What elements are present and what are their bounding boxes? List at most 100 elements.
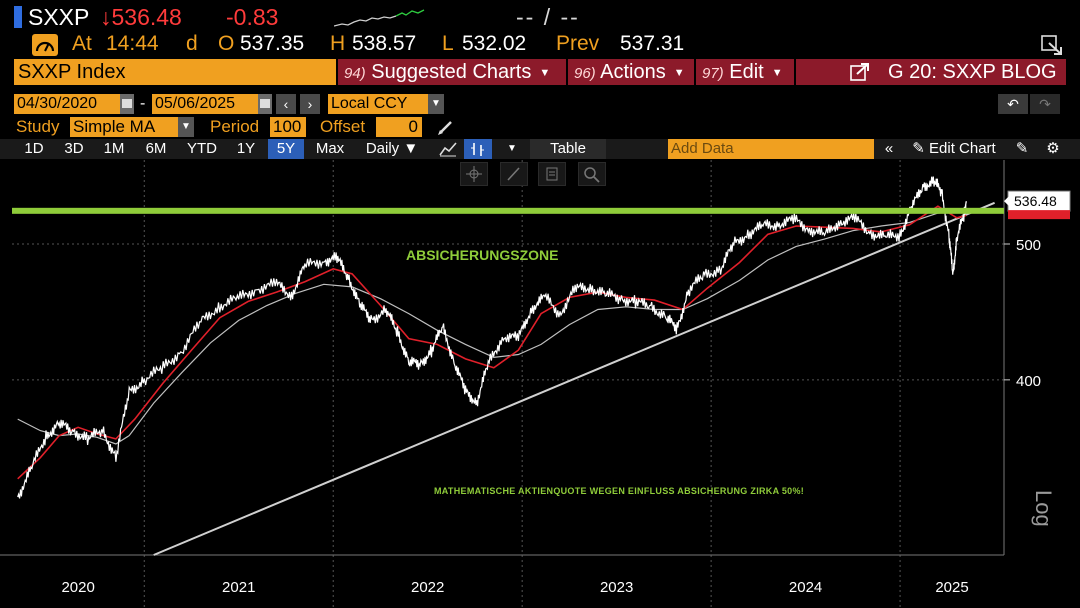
period-6m-button[interactable]: 6M	[145, 140, 167, 157]
low-value: 532.02	[462, 32, 527, 55]
add-data-input[interactable]: Add Data	[668, 139, 874, 159]
prev-value: 537.31	[620, 32, 685, 55]
period-label: Period	[210, 117, 260, 136]
menu-bar: SXXP Index 94) Suggested Charts ▼ 96) Act…	[0, 59, 1080, 85]
zone-label: ABSICHERUNGSZONE	[406, 247, 558, 263]
chart-gridlines	[12, 160, 1004, 608]
period-1y-button[interactable]: 1Y	[236, 140, 256, 157]
edit-menu[interactable]: 97) Edit ▼	[696, 59, 794, 85]
line-chart-icon[interactable]	[434, 139, 462, 159]
chart-type-dropdown-icon[interactable]: ▼	[507, 143, 517, 154]
actions-menu[interactable]: 96) Actions ▼	[568, 59, 694, 85]
bid-ask-placeholder: -- / --	[516, 4, 580, 30]
launch-icon	[850, 63, 869, 81]
last-price-tag: 536.48	[1004, 190, 1071, 220]
date-separator: -	[140, 95, 146, 112]
prev-label: Prev	[556, 32, 600, 55]
price-change: -0.83	[226, 4, 279, 30]
at-label: At	[72, 32, 92, 55]
x-tick-label: 2024	[789, 579, 822, 596]
redo-button[interactable]: ↷	[1030, 94, 1060, 114]
high-label: H	[330, 32, 346, 55]
low-label: L	[442, 32, 454, 55]
open-label: O	[218, 32, 235, 55]
ticker-row: SXXP ↓536.48 -0.83 -- / --	[0, 2, 1080, 32]
table-button[interactable]: Table	[530, 139, 606, 159]
zoom-icon[interactable]	[578, 162, 606, 186]
start-date-field[interactable]: 04/30/2020	[14, 94, 120, 114]
study-label: Study	[16, 117, 60, 136]
annotate-icon[interactable]: ✎	[1015, 140, 1029, 157]
equity-quota-note: MATHEMATISCHE AKTIENQUOTE WEGEN EINFLUSS…	[434, 486, 804, 496]
caret-down-icon: ▼	[771, 66, 783, 79]
period-max-button[interactable]: Max	[315, 140, 345, 157]
study-select[interactable]: Simple MA	[70, 117, 178, 137]
security-title[interactable]: SXXP Index	[14, 59, 336, 85]
collapse-icon[interactable]: «	[884, 140, 894, 157]
price-series	[17, 176, 967, 499]
x-tick-label: 2022	[411, 579, 444, 596]
suggested-charts-number: 94)	[344, 65, 366, 82]
y-tick-label: 400	[1016, 373, 1041, 390]
offset-input[interactable]: 0	[376, 117, 422, 137]
notes-icon[interactable]	[538, 162, 566, 186]
gear-icon[interactable]: ⚙	[1046, 140, 1060, 157]
edit-number: 97)	[702, 65, 724, 82]
currency-select[interactable]: Local CCY	[328, 94, 428, 114]
edit-chart-label: Edit Chart	[929, 140, 996, 157]
edit-label: Edit	[729, 61, 764, 83]
period-input[interactable]: 100	[270, 117, 306, 137]
quote-d: d	[186, 32, 198, 55]
undo-button[interactable]: ↶	[998, 94, 1028, 114]
export-icon[interactable]	[1040, 34, 1064, 56]
price-chart[interactable]: ABSICHERUNGSZONE MATHEMATISCHE AKTIENQUO…	[0, 160, 1080, 608]
calendar-icon[interactable]	[258, 94, 272, 114]
security-color-marker	[14, 6, 22, 28]
bar-chart-icon[interactable]	[464, 139, 492, 159]
high-value: 538.57	[352, 32, 417, 55]
period-1m-button[interactable]: 1M	[103, 140, 125, 157]
chart-toolbar: 1D 3D 1M 6M YTD 1Y 5Y Max Daily ▼ ▼ Tabl…	[0, 139, 1080, 159]
caret-down-icon: ▼	[539, 66, 551, 79]
ticker-symbol: SXXP	[28, 4, 90, 30]
quote-time: 14:44	[106, 32, 159, 55]
edit-chart-button[interactable]: ✎ Edit Chart	[904, 139, 1004, 159]
calendar-icon[interactable]	[120, 94, 134, 114]
offset-label: Offset	[320, 117, 366, 136]
crosshair-icon[interactable]	[460, 162, 488, 186]
period-5y-button[interactable]: 5Y	[268, 139, 304, 159]
pencil-icon[interactable]	[436, 118, 456, 136]
end-date-field[interactable]: 05/06/2025	[152, 94, 258, 114]
chevron-down-icon[interactable]: ▼	[178, 117, 194, 137]
frequency-select[interactable]: Daily ▼	[365, 140, 419, 157]
actions-number: 96)	[574, 65, 596, 82]
drawing-tools	[0, 160, 1080, 186]
chevron-down-icon[interactable]: ▼	[428, 94, 444, 114]
log-scale-label: Log	[1031, 490, 1056, 527]
period-1d-button[interactable]: 1D	[24, 140, 44, 157]
x-tick-label: 2023	[600, 579, 633, 596]
moving-average-grey	[17, 210, 967, 445]
speedometer-icon[interactable]	[32, 34, 58, 56]
next-range-button[interactable]: ›	[300, 94, 320, 114]
absicherungszone-line	[12, 207, 1004, 214]
quote-row: At 14:44 d O 537.35 H 538.57 L 532.02 Pr…	[0, 32, 1080, 58]
suggested-charts-menu[interactable]: 94) Suggested Charts ▼	[338, 59, 566, 85]
last-price: ↓536.48	[100, 4, 182, 30]
blog-link[interactable]: G 20: SXXP BLOG	[796, 59, 1066, 85]
x-tick-label: 2021	[222, 579, 255, 596]
blog-label: G 20: SXXP BLOG	[888, 61, 1057, 83]
last-price-label: 536.48	[1014, 193, 1057, 209]
x-tick-label: 2020	[61, 579, 94, 596]
x-tick-label: 2025	[935, 579, 968, 596]
actions-label: Actions	[600, 61, 666, 83]
intraday-sparkline	[334, 9, 425, 27]
suggested-charts-label: Suggested Charts	[371, 61, 532, 83]
draw-line-icon[interactable]	[500, 162, 528, 186]
period-3d-button[interactable]: 3D	[64, 140, 84, 157]
date-range-row: 04/30/2020 - 05/06/2025 ‹ › Local CCY ▼ …	[0, 94, 1080, 114]
pencil-icon: ✎	[912, 140, 925, 157]
prev-range-button[interactable]: ‹	[276, 94, 296, 114]
caret-down-icon: ▼	[673, 66, 685, 79]
period-ytd-button[interactable]: YTD	[187, 140, 217, 157]
